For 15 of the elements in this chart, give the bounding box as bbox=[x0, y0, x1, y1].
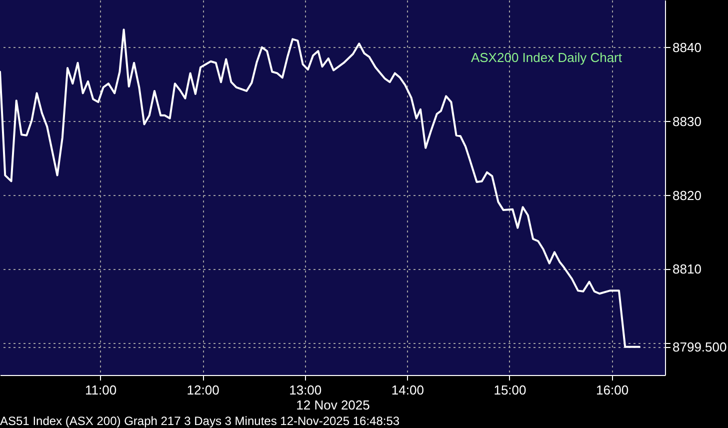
text: ASX200 Index Daily Chart bbox=[470, 50, 622, 65]
x-tick-label: 16:00 bbox=[596, 382, 629, 398]
y-tick-label: 8799.500 bbox=[672, 339, 727, 354]
y-tick-label: 8840 bbox=[672, 40, 702, 55]
x-tick-label: 15:00 bbox=[494, 382, 526, 398]
x-tick-label: 11:00 bbox=[84, 382, 117, 398]
x-tick-label: 13:00 bbox=[289, 382, 322, 398]
x-axis-title: 12 Nov 2025 bbox=[296, 398, 370, 412]
x-tick-label: 12:00 bbox=[186, 382, 220, 398]
y-tick-label: 8830 bbox=[672, 114, 702, 129]
y-tick-label: 8820 bbox=[672, 188, 702, 203]
x-tick-label: 14:00 bbox=[391, 382, 424, 398]
line-series bbox=[0, 28, 640, 348]
text: AS51 Index (ASX 200) Graph 217 3 Days 3 Minutes 12-Nov-2025 16:48:53 bbox=[0, 414, 400, 428]
y-tick-label: 8810 bbox=[672, 262, 702, 277]
